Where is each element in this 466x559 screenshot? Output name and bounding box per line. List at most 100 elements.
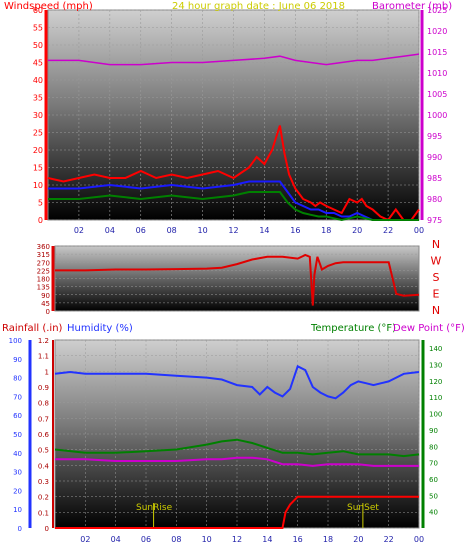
humidity-line bbox=[54, 364, 420, 400]
x-tick-label: 00 bbox=[414, 226, 424, 235]
dewpoint-axis-title: Dew Point (°F) bbox=[393, 323, 465, 334]
x-tick-label: 18 bbox=[323, 535, 333, 544]
humidity-axis-title: Humidity (%) bbox=[67, 323, 133, 334]
barometer-tick-label: 1015 bbox=[427, 48, 447, 57]
rain-tick-label: 0.8 bbox=[38, 400, 49, 408]
x-tick-label: 18 bbox=[321, 226, 331, 235]
rain-tick-label: 0.4 bbox=[38, 462, 50, 470]
wind-grid bbox=[48, 9, 420, 221]
x-tick-label: 04 bbox=[111, 535, 121, 544]
barometer-tick-label: 995 bbox=[427, 132, 442, 141]
direction-tick-label: 360 bbox=[37, 243, 50, 251]
humidity-tick-label: 40 bbox=[13, 450, 22, 458]
barometer-tick-label: 1010 bbox=[427, 69, 447, 78]
rain-tick-label: 1 bbox=[45, 368, 49, 376]
rain-tick-label: 0.9 bbox=[38, 384, 49, 392]
wind-tick-label: 40 bbox=[33, 76, 43, 85]
x-tick-label: 02 bbox=[74, 226, 84, 235]
wind-tick-label: 45 bbox=[33, 59, 43, 68]
x-tick-label: 12 bbox=[228, 226, 238, 235]
x-tick-label: 10 bbox=[197, 226, 207, 235]
sunset-label: SunSet bbox=[347, 503, 379, 513]
x-tick-label: 00 bbox=[414, 535, 424, 544]
wind_avg-line bbox=[48, 180, 419, 221]
wind-tick-label: 15 bbox=[33, 164, 43, 173]
compass-label: S bbox=[433, 271, 440, 284]
compass-label: N bbox=[432, 304, 440, 317]
compass-label: N bbox=[432, 238, 440, 251]
rain-tick-label: 1.1 bbox=[38, 353, 49, 361]
humidity-tick-label: 90 bbox=[13, 356, 22, 364]
temperature-line bbox=[54, 438, 420, 458]
baro-line bbox=[48, 53, 420, 66]
wind-axis-title: Windspeed (mph) bbox=[4, 1, 93, 12]
barometer-tick-label: 1025 bbox=[427, 6, 447, 15]
temperature-tick-label: 50 bbox=[429, 492, 438, 500]
x-tick-label: 08 bbox=[171, 535, 181, 544]
temperature-tick-label: 40 bbox=[429, 509, 438, 517]
temperature-tick-label: 80 bbox=[429, 443, 438, 451]
wind-tick-label: 25 bbox=[33, 129, 43, 138]
direction-tick-label: 135 bbox=[37, 284, 50, 292]
temperature-tick-label: 60 bbox=[429, 476, 438, 484]
temperature-tick-label: 120 bbox=[429, 378, 442, 386]
compass-label: W bbox=[431, 255, 442, 268]
x-tick-label: 20 bbox=[352, 226, 362, 235]
rain-tick-label: 1.2 bbox=[38, 337, 49, 345]
barometer-tick-label: 1005 bbox=[427, 90, 447, 99]
compass-label: E bbox=[433, 288, 440, 301]
x-tick-label: 06 bbox=[136, 226, 146, 235]
humidity-tick-label: 10 bbox=[13, 506, 22, 514]
rain-tick-label: 0 bbox=[45, 525, 49, 533]
wind-tick-label: 30 bbox=[33, 111, 43, 120]
rain-tick-label: 0.3 bbox=[38, 478, 49, 486]
x-tick-label: 22 bbox=[383, 226, 393, 235]
x-tick-label: 22 bbox=[384, 535, 394, 544]
rain-line bbox=[55, 495, 419, 529]
x-tick-label: 14 bbox=[259, 226, 269, 235]
humidity-tick-label: 0 bbox=[18, 525, 22, 533]
chart-title: 24 hour graph date : June 06 2018 bbox=[172, 1, 345, 12]
temperature-axis-title: Temperature (°F) bbox=[310, 323, 396, 334]
rain-tick-label: 0.5 bbox=[38, 447, 49, 455]
temperature-tick-label: 130 bbox=[429, 362, 442, 370]
barometer-tick-label: 975 bbox=[427, 216, 442, 225]
x-tick-label: 06 bbox=[141, 535, 151, 544]
x-tick-label: 02 bbox=[80, 535, 90, 544]
direction-grid bbox=[55, 245, 419, 312]
dewpoint-line bbox=[55, 456, 419, 467]
rain-tick-label: 0.1 bbox=[38, 509, 49, 517]
direction-tick-label: 225 bbox=[37, 267, 50, 275]
barometer-tick-label: 990 bbox=[427, 153, 442, 162]
wind_green-line bbox=[48, 191, 419, 222]
x-tick-label: 04 bbox=[105, 226, 115, 235]
direction-tick-label: 270 bbox=[37, 259, 50, 267]
barometer-tick-label: 985 bbox=[427, 174, 442, 183]
direction-line bbox=[55, 253, 420, 306]
wind-tick-label: 55 bbox=[33, 24, 43, 33]
humidity-tick-label: 100 bbox=[9, 337, 22, 345]
temperature-tick-label: 90 bbox=[429, 427, 438, 435]
direction-tick-label: 180 bbox=[37, 276, 50, 284]
x-tick-label: 08 bbox=[167, 226, 177, 235]
wind-tick-label: 60 bbox=[33, 6, 43, 15]
wind-tick-label: 50 bbox=[33, 41, 43, 50]
x-tick-label: 10 bbox=[202, 535, 212, 544]
humidity-tick-label: 80 bbox=[13, 375, 22, 383]
temperature-tick-label: 110 bbox=[429, 394, 442, 402]
climate-axes-group: 0 0.1 0.2 0.3 0.4 0.5 0.6 0.7 0.8 0.9 1 1.1 1.2 0 10 20… bbox=[9, 337, 443, 544]
rain-tick-label: 0.2 bbox=[38, 494, 49, 502]
wind-series-group bbox=[47, 53, 420, 222]
wind-tick-label: 0 bbox=[38, 216, 43, 225]
x-tick-label: 14 bbox=[262, 535, 272, 544]
x-tick-label: 12 bbox=[232, 535, 242, 544]
wind-tick-label: 10 bbox=[33, 181, 43, 190]
direction-series-group bbox=[55, 253, 420, 306]
gust-line bbox=[47, 125, 420, 222]
rain-axis-title: Rainfall (.in) bbox=[2, 323, 63, 334]
wind-tick-label: 20 bbox=[33, 146, 43, 155]
direction-tick-label: 0 bbox=[46, 308, 50, 316]
humidity-tick-label: 50 bbox=[13, 431, 22, 439]
rain-tick-label: 0.7 bbox=[38, 415, 49, 423]
